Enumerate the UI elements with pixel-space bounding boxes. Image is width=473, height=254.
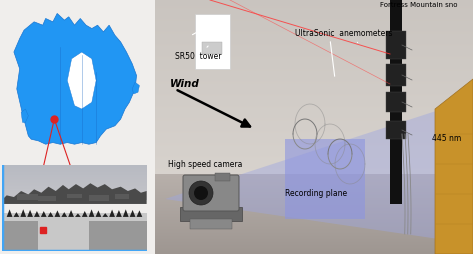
Polygon shape — [89, 212, 95, 217]
Bar — [386, 31, 406, 59]
Circle shape — [189, 181, 213, 205]
Polygon shape — [7, 212, 12, 217]
Text: Wind: Wind — [170, 79, 200, 89]
Text: High speed camera: High speed camera — [168, 160, 242, 169]
Polygon shape — [130, 211, 135, 217]
Text: 445 nm: 445 nm — [432, 134, 461, 143]
Bar — [89, 195, 109, 200]
Text: Fortress Mountain sno: Fortress Mountain sno — [380, 2, 457, 8]
Text: SR50  tower: SR50 tower — [175, 46, 221, 61]
Bar — [17, 194, 38, 200]
Bar — [38, 196, 56, 201]
Polygon shape — [67, 52, 96, 109]
Polygon shape — [102, 210, 108, 217]
Polygon shape — [48, 212, 53, 217]
Polygon shape — [123, 212, 129, 217]
Polygon shape — [41, 212, 47, 217]
Polygon shape — [61, 213, 67, 217]
Polygon shape — [27, 211, 33, 217]
Bar — [390, 0, 402, 204]
Polygon shape — [2, 183, 147, 204]
Bar — [2, 213, 147, 251]
Bar — [89, 221, 147, 251]
Text: UltraSonic  anemometers: UltraSonic anemometers — [295, 29, 393, 42]
Bar — [386, 92, 406, 112]
Text: Recording plane: Recording plane — [285, 189, 347, 198]
Polygon shape — [96, 210, 101, 217]
Bar — [285, 139, 365, 219]
Polygon shape — [109, 210, 115, 217]
Bar — [195, 14, 230, 69]
Bar — [115, 195, 129, 199]
Polygon shape — [54, 212, 60, 217]
Bar — [386, 121, 406, 139]
Bar — [215, 173, 230, 181]
Bar — [2, 221, 38, 251]
Polygon shape — [20, 210, 26, 217]
Polygon shape — [75, 213, 81, 217]
Bar — [67, 194, 82, 198]
Polygon shape — [14, 213, 19, 217]
Polygon shape — [68, 211, 74, 217]
Polygon shape — [165, 99, 473, 244]
Polygon shape — [82, 210, 88, 217]
Polygon shape — [34, 213, 40, 217]
Bar — [386, 64, 406, 86]
Polygon shape — [435, 79, 473, 254]
Polygon shape — [21, 109, 28, 122]
FancyBboxPatch shape — [183, 175, 239, 211]
Polygon shape — [14, 13, 137, 144]
Bar — [180, 207, 242, 221]
Circle shape — [194, 186, 208, 200]
Polygon shape — [137, 210, 142, 217]
Bar — [202, 42, 222, 54]
Bar — [190, 219, 232, 229]
Polygon shape — [116, 212, 122, 217]
Polygon shape — [132, 82, 140, 94]
